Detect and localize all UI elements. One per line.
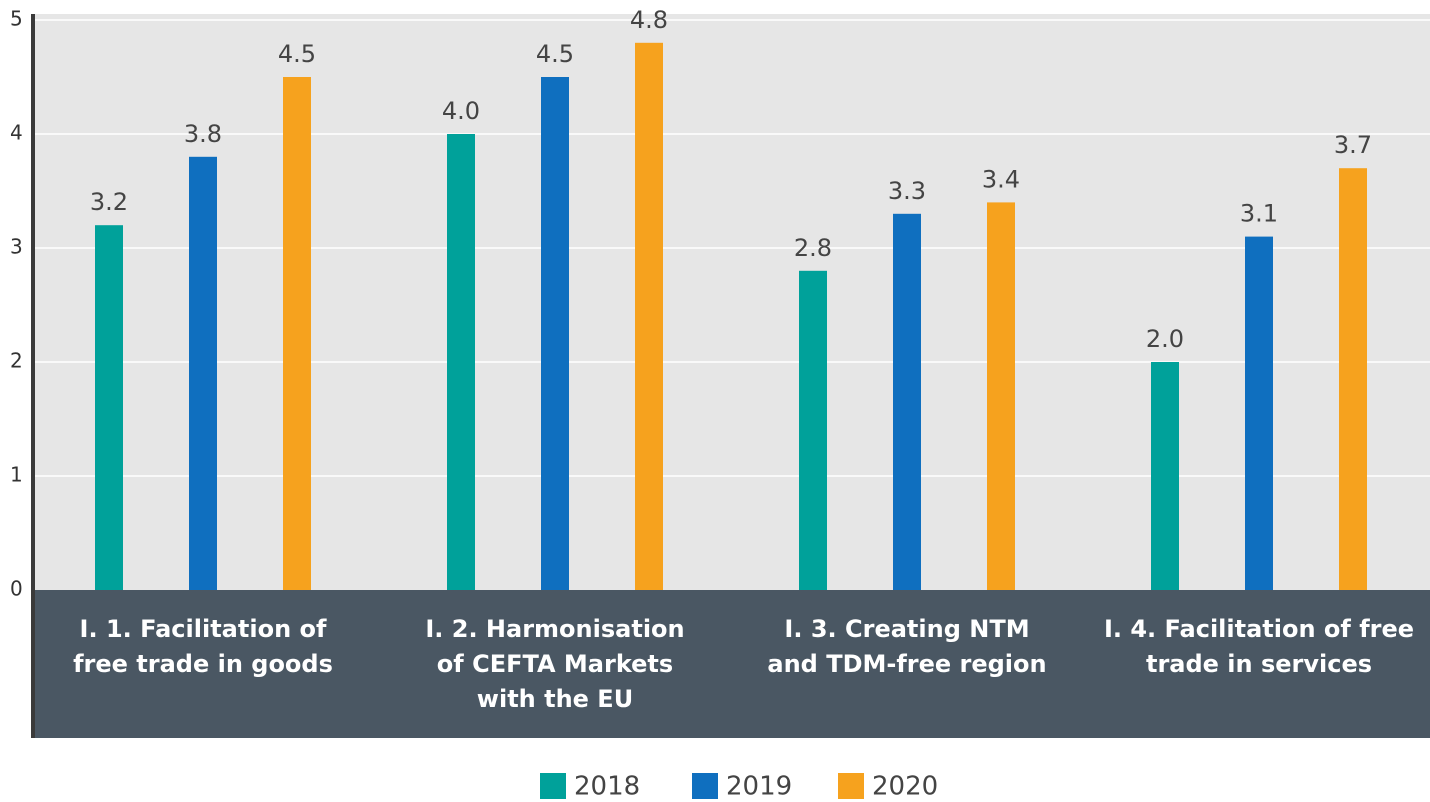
bar: [447, 134, 475, 590]
data-label: 4.8: [630, 6, 668, 34]
y-tick-label: 3: [10, 235, 23, 259]
data-label: 3.3: [888, 177, 926, 205]
data-label: 4.5: [536, 40, 574, 68]
y-tick-label: 2: [10, 349, 23, 373]
x-tick-label: I. 4. Facilitation of free trade in serv…: [1103, 615, 1415, 678]
bar: [95, 225, 123, 590]
bar: [283, 77, 311, 590]
bar: [799, 270, 827, 590]
data-label: 3.4: [982, 165, 1020, 193]
data-label: 2.0: [1146, 325, 1184, 353]
legend-label: 2020: [872, 772, 938, 802]
data-label: 4.5: [278, 40, 316, 68]
bar: [189, 156, 217, 591]
y-tick-label: 1: [10, 463, 23, 487]
legend-swatch: [540, 773, 566, 799]
legend-label: 2018: [574, 772, 640, 802]
data-label: 3.1: [1240, 200, 1278, 228]
bar: [1151, 362, 1179, 590]
bar: [635, 42, 663, 591]
data-label: 3.7: [1334, 131, 1372, 159]
legend-swatch: [838, 773, 864, 799]
y-tick-label: 5: [10, 7, 23, 31]
bar: [893, 213, 921, 591]
x-tick-label: I. 2. Harmonisation of CEFTA Markets wit…: [425, 615, 685, 713]
plot-background: [33, 14, 1430, 590]
y-tick-label: 0: [10, 577, 23, 601]
data-label: 2.8: [794, 234, 832, 262]
x-tick-label: I. 1. Facilitation of free trade in good…: [73, 615, 333, 678]
bar: [1339, 168, 1367, 590]
y-tick-label: 4: [10, 121, 23, 145]
data-label: 4.0: [442, 97, 480, 125]
bar: [1245, 236, 1273, 590]
legend-label: 2019: [726, 772, 792, 802]
legend-swatch: [692, 773, 718, 799]
x-tick-label: I. 3. Creating NTM and TDM-free region: [767, 615, 1047, 678]
category-band: [33, 590, 1430, 738]
data-label: 3.8: [184, 120, 222, 148]
bar: [987, 202, 1015, 590]
data-label: 3.2: [90, 188, 128, 216]
bar: [541, 77, 569, 590]
